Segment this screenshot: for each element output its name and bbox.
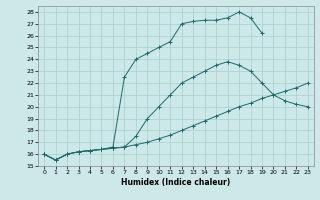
- X-axis label: Humidex (Indice chaleur): Humidex (Indice chaleur): [121, 178, 231, 187]
